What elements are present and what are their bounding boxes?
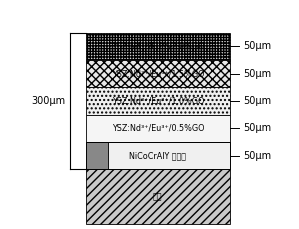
Text: 50μm: 50μm (244, 69, 272, 79)
Text: 50μm: 50μm (244, 41, 272, 52)
Text: 50μm: 50μm (244, 151, 272, 161)
Text: NiCoCrAlY 粘结层: NiCoCrAlY 粘结层 (129, 151, 186, 160)
Text: 50μm: 50μm (244, 123, 272, 134)
Bar (86, 142, 230, 169)
Text: YSZ:Nd³⁺/Eu³⁺/1.0%GO: YSZ:Nd³⁺/Eu³⁺/1.0%GO (112, 97, 204, 106)
Bar (86, 169, 230, 224)
Bar (108, 142, 230, 169)
Text: 50μm: 50μm (244, 96, 272, 106)
Bar (86, 87, 230, 115)
Text: 300μm: 300μm (31, 96, 65, 106)
Text: YSZ:Nd³⁺/Eu³⁺/1.5%GO: YSZ:Nd³⁺/Eu³⁺/1.5%GO (112, 69, 204, 78)
Text: 基体: 基体 (153, 192, 163, 201)
Text: YSZ:Nd³⁺/Eu³⁺/2.0%GO: YSZ:Nd³⁺/Eu³⁺/2.0%GO (112, 42, 204, 51)
Bar (86, 33, 230, 60)
Bar (86, 115, 230, 142)
Bar (86, 142, 108, 169)
Bar (86, 60, 230, 87)
Text: YSZ:Nd³⁺/Eu³⁺/0.5%GO: YSZ:Nd³⁺/Eu³⁺/0.5%GO (112, 124, 204, 133)
